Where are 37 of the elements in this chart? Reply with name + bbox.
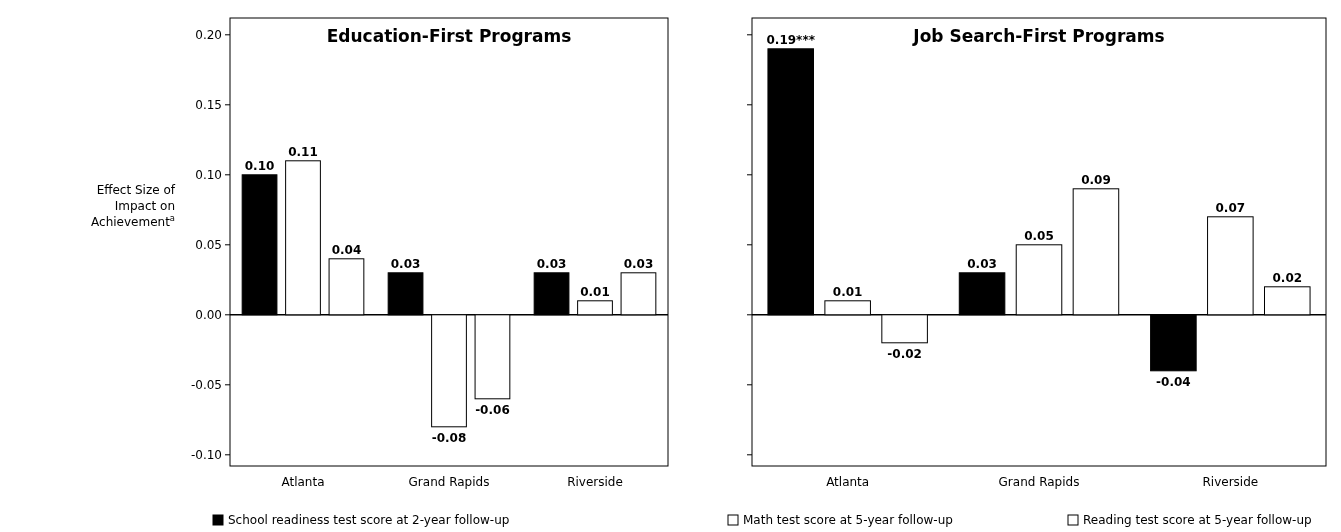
y-tick-label: 0.05 [195, 238, 222, 252]
x-tick-label: Riverside [567, 475, 623, 489]
y-axis-title: Effect Size of Impact on Achievement$^{a}$ [91, 182, 176, 229]
data-label: 0.01 [580, 284, 610, 299]
legend-label: Reading test score at 5-year follow-up [1083, 513, 1312, 527]
y-tick-label: -0.10 [190, 448, 222, 462]
data-label: -0.04 [1156, 374, 1191, 389]
x-tick-label: Atlanta [826, 475, 870, 489]
y-tick-label: 0.20 [195, 28, 222, 42]
data-label: -0.06 [475, 402, 510, 417]
data-label: 0.11 [288, 144, 318, 159]
data-label: 0.10 [244, 158, 275, 173]
data-label: 0.19*** [766, 32, 816, 47]
data-label: -0.02 [887, 346, 922, 361]
text: Job Search-First Programs [912, 26, 1165, 46]
x-tick-label: Atlanta [281, 475, 325, 489]
x-tick-label: Riverside [1202, 475, 1259, 489]
data-label: 0.03 [390, 256, 421, 271]
y-tick-label: 0.10 [195, 168, 222, 182]
data-label: 0.05 [1024, 228, 1054, 243]
text: Education-First Programs [326, 26, 572, 46]
data-label: -0.08 [431, 430, 467, 445]
data-label: 0.03 [536, 256, 567, 271]
data-label: 0.09 [1081, 172, 1111, 187]
y-tick-label: -0.05 [190, 378, 222, 392]
y-tick-label: 0.15 [195, 98, 222, 112]
data-label: 0.03 [623, 256, 654, 271]
data-label: 0.01 [832, 284, 863, 299]
x-tick-label: Grand Rapids [408, 475, 490, 489]
x-tick-label: Grand Rapids [998, 475, 1080, 489]
data-label: 0.07 [1215, 200, 1246, 215]
y-tick-label: 0.00 [195, 308, 222, 322]
data-label: 0.02 [1272, 270, 1303, 285]
legend-label: Math test score at 5-year follow-up [743, 513, 953, 527]
legend-label: School readiness test score at 2-year follow-up [228, 513, 510, 527]
data-label: 0.04 [331, 242, 362, 257]
data-label: 0.03 [967, 256, 997, 271]
